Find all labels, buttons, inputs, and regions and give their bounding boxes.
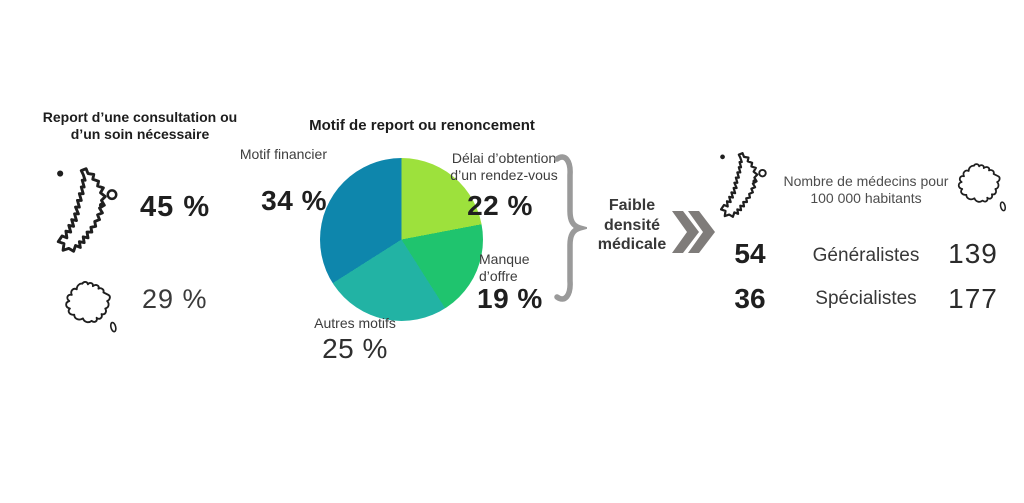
curly-brace-icon	[554, 154, 587, 302]
specialistes-label: Spécialistes	[815, 288, 917, 309]
france-map-small-icon	[953, 162, 1011, 216]
france-map-icon	[60, 280, 122, 337]
mayotte-map-icon	[52, 162, 124, 258]
mayotte-generalistes-value: 54	[734, 238, 766, 269]
mayotte-map-small-icon	[716, 148, 772, 222]
consequence-label: Faible densité médicale	[597, 197, 667, 254]
france-specialistes-value: 177	[948, 283, 998, 314]
pie-label-delai-rendez-vous: Délai d’obtention d’un rendez-vous	[450, 150, 558, 183]
pie-label-autres-motifs: Autres motifs	[314, 315, 396, 331]
pie-value-manque-offre: 19 %	[477, 283, 543, 314]
right-panel-header: Nombre de médecins pour 100 000 habitant…	[783, 173, 949, 206]
pie-value-motif-financier: 34 %	[261, 185, 327, 216]
mayotte-consultation-value: 45 %	[140, 191, 211, 223]
double-chevron-right-icon	[672, 211, 715, 253]
pie-value-autres-motifs: 25 %	[322, 333, 388, 364]
pie-chart-title: Motif de report ou renoncement	[309, 117, 535, 134]
mayotte-specialistes-value: 36	[734, 283, 766, 314]
left-panel-title: Report d’une consultation ou d’un soin n…	[42, 109, 238, 142]
france-generalistes-value: 139	[948, 238, 998, 269]
pie-label-manque-offre: Manque d’offre	[479, 251, 530, 284]
generalistes-label: Généralistes	[812, 245, 920, 266]
pie-value-delai-rendez-vous: 22 %	[467, 190, 533, 221]
pie-chart	[320, 158, 483, 321]
france-consultation-value: 29 %	[142, 284, 208, 314]
pie-label-motif-financier: Motif financier	[239, 146, 327, 162]
